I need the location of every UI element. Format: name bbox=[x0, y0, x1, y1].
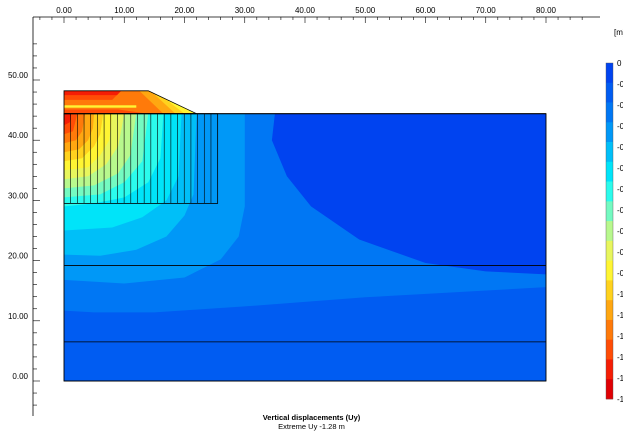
axes: 0.00 10.00 20.00 30.00 40.00 50.00 60.00 70.00 8… bbox=[8, 6, 600, 416]
legend-label: -0 bbox=[617, 269, 623, 278]
x-tick-label: 0.00 bbox=[56, 6, 72, 15]
contour-band-yellow bbox=[64, 105, 137, 108]
legend-swatch bbox=[606, 260, 613, 281]
y-tick-label: 50.00 bbox=[8, 71, 29, 80]
legend-swatch bbox=[606, 280, 613, 301]
x-tick-label: 30.00 bbox=[235, 6, 256, 15]
x-tick-label: 60.00 bbox=[415, 6, 436, 15]
contour-band bbox=[64, 109, 149, 114]
legend-swatch bbox=[606, 181, 613, 202]
legend-label: -1 bbox=[617, 332, 623, 341]
legend-label: -1 bbox=[617, 374, 623, 383]
legend-swatch bbox=[606, 339, 613, 360]
legend-swatch bbox=[606, 201, 613, 222]
legend-swatch bbox=[606, 379, 613, 400]
contour-band bbox=[64, 90, 122, 96]
legend-label: -0 bbox=[617, 248, 623, 257]
legend-swatch bbox=[606, 63, 613, 84]
legend-label: -0 bbox=[617, 143, 623, 152]
geometry-overlays bbox=[63, 90, 547, 382]
legend-swatch bbox=[606, 359, 613, 380]
y-tick-label: 20.00 bbox=[8, 252, 29, 261]
y-tick-label: 0.00 bbox=[12, 372, 28, 381]
legend-unit: [m] bbox=[614, 28, 623, 37]
legend-label: -1 bbox=[617, 395, 623, 404]
legend-swatch bbox=[606, 142, 613, 163]
legend-swatch bbox=[606, 319, 613, 341]
improved-zone bbox=[63, 113, 219, 204]
legend-swatch bbox=[606, 82, 613, 103]
legend-frame bbox=[605, 62, 614, 400]
legend-label: -0 bbox=[617, 227, 623, 236]
chart-subtitle: Extreme Uy -1.28 m bbox=[278, 422, 345, 431]
contour-band bbox=[64, 113, 72, 126]
legend-label: -0 bbox=[617, 164, 623, 173]
x-tick-label: 40.00 bbox=[295, 6, 316, 15]
y-tick-label: 30.00 bbox=[8, 191, 29, 200]
legend-label: -0 bbox=[617, 206, 623, 215]
x-tick-label: 70.00 bbox=[476, 6, 497, 15]
legend-swatch bbox=[606, 161, 613, 182]
legend-label: -1 bbox=[617, 353, 623, 362]
chart-title: Vertical displacements (Uy) bbox=[262, 413, 361, 422]
x-tick-label: 10.00 bbox=[114, 6, 135, 15]
legend-label: -0 bbox=[617, 185, 623, 194]
contour-band bbox=[271, 113, 546, 275]
x-tick-label: 20.00 bbox=[174, 6, 195, 15]
y-tick-label: 40.00 bbox=[8, 131, 29, 140]
y-tick-label: 10.00 bbox=[8, 312, 29, 321]
legend-label: 0 bbox=[617, 59, 622, 68]
legend-swatch bbox=[606, 240, 613, 261]
legend-label: -0 bbox=[617, 80, 623, 89]
legend-swatch bbox=[606, 102, 613, 123]
legend-swatch bbox=[606, 300, 613, 321]
color-legend: 0 -0 -0 -0 -0 -0 -0 -0 -0 -0 -0 -1 -1 -1 -1 -1 -1 [m] bbox=[605, 28, 623, 404]
legend-swatch bbox=[606, 221, 613, 242]
legend-label: -0 bbox=[617, 122, 623, 131]
x-tick-label: 80.00 bbox=[536, 6, 557, 15]
x-tick-label: 50.00 bbox=[355, 6, 376, 15]
legend-label: -1 bbox=[617, 290, 623, 299]
contour-fills bbox=[64, 90, 546, 381]
legend-swatch bbox=[606, 122, 613, 143]
legend-label: -0 bbox=[617, 101, 623, 110]
legend-label: -1 bbox=[617, 311, 623, 320]
